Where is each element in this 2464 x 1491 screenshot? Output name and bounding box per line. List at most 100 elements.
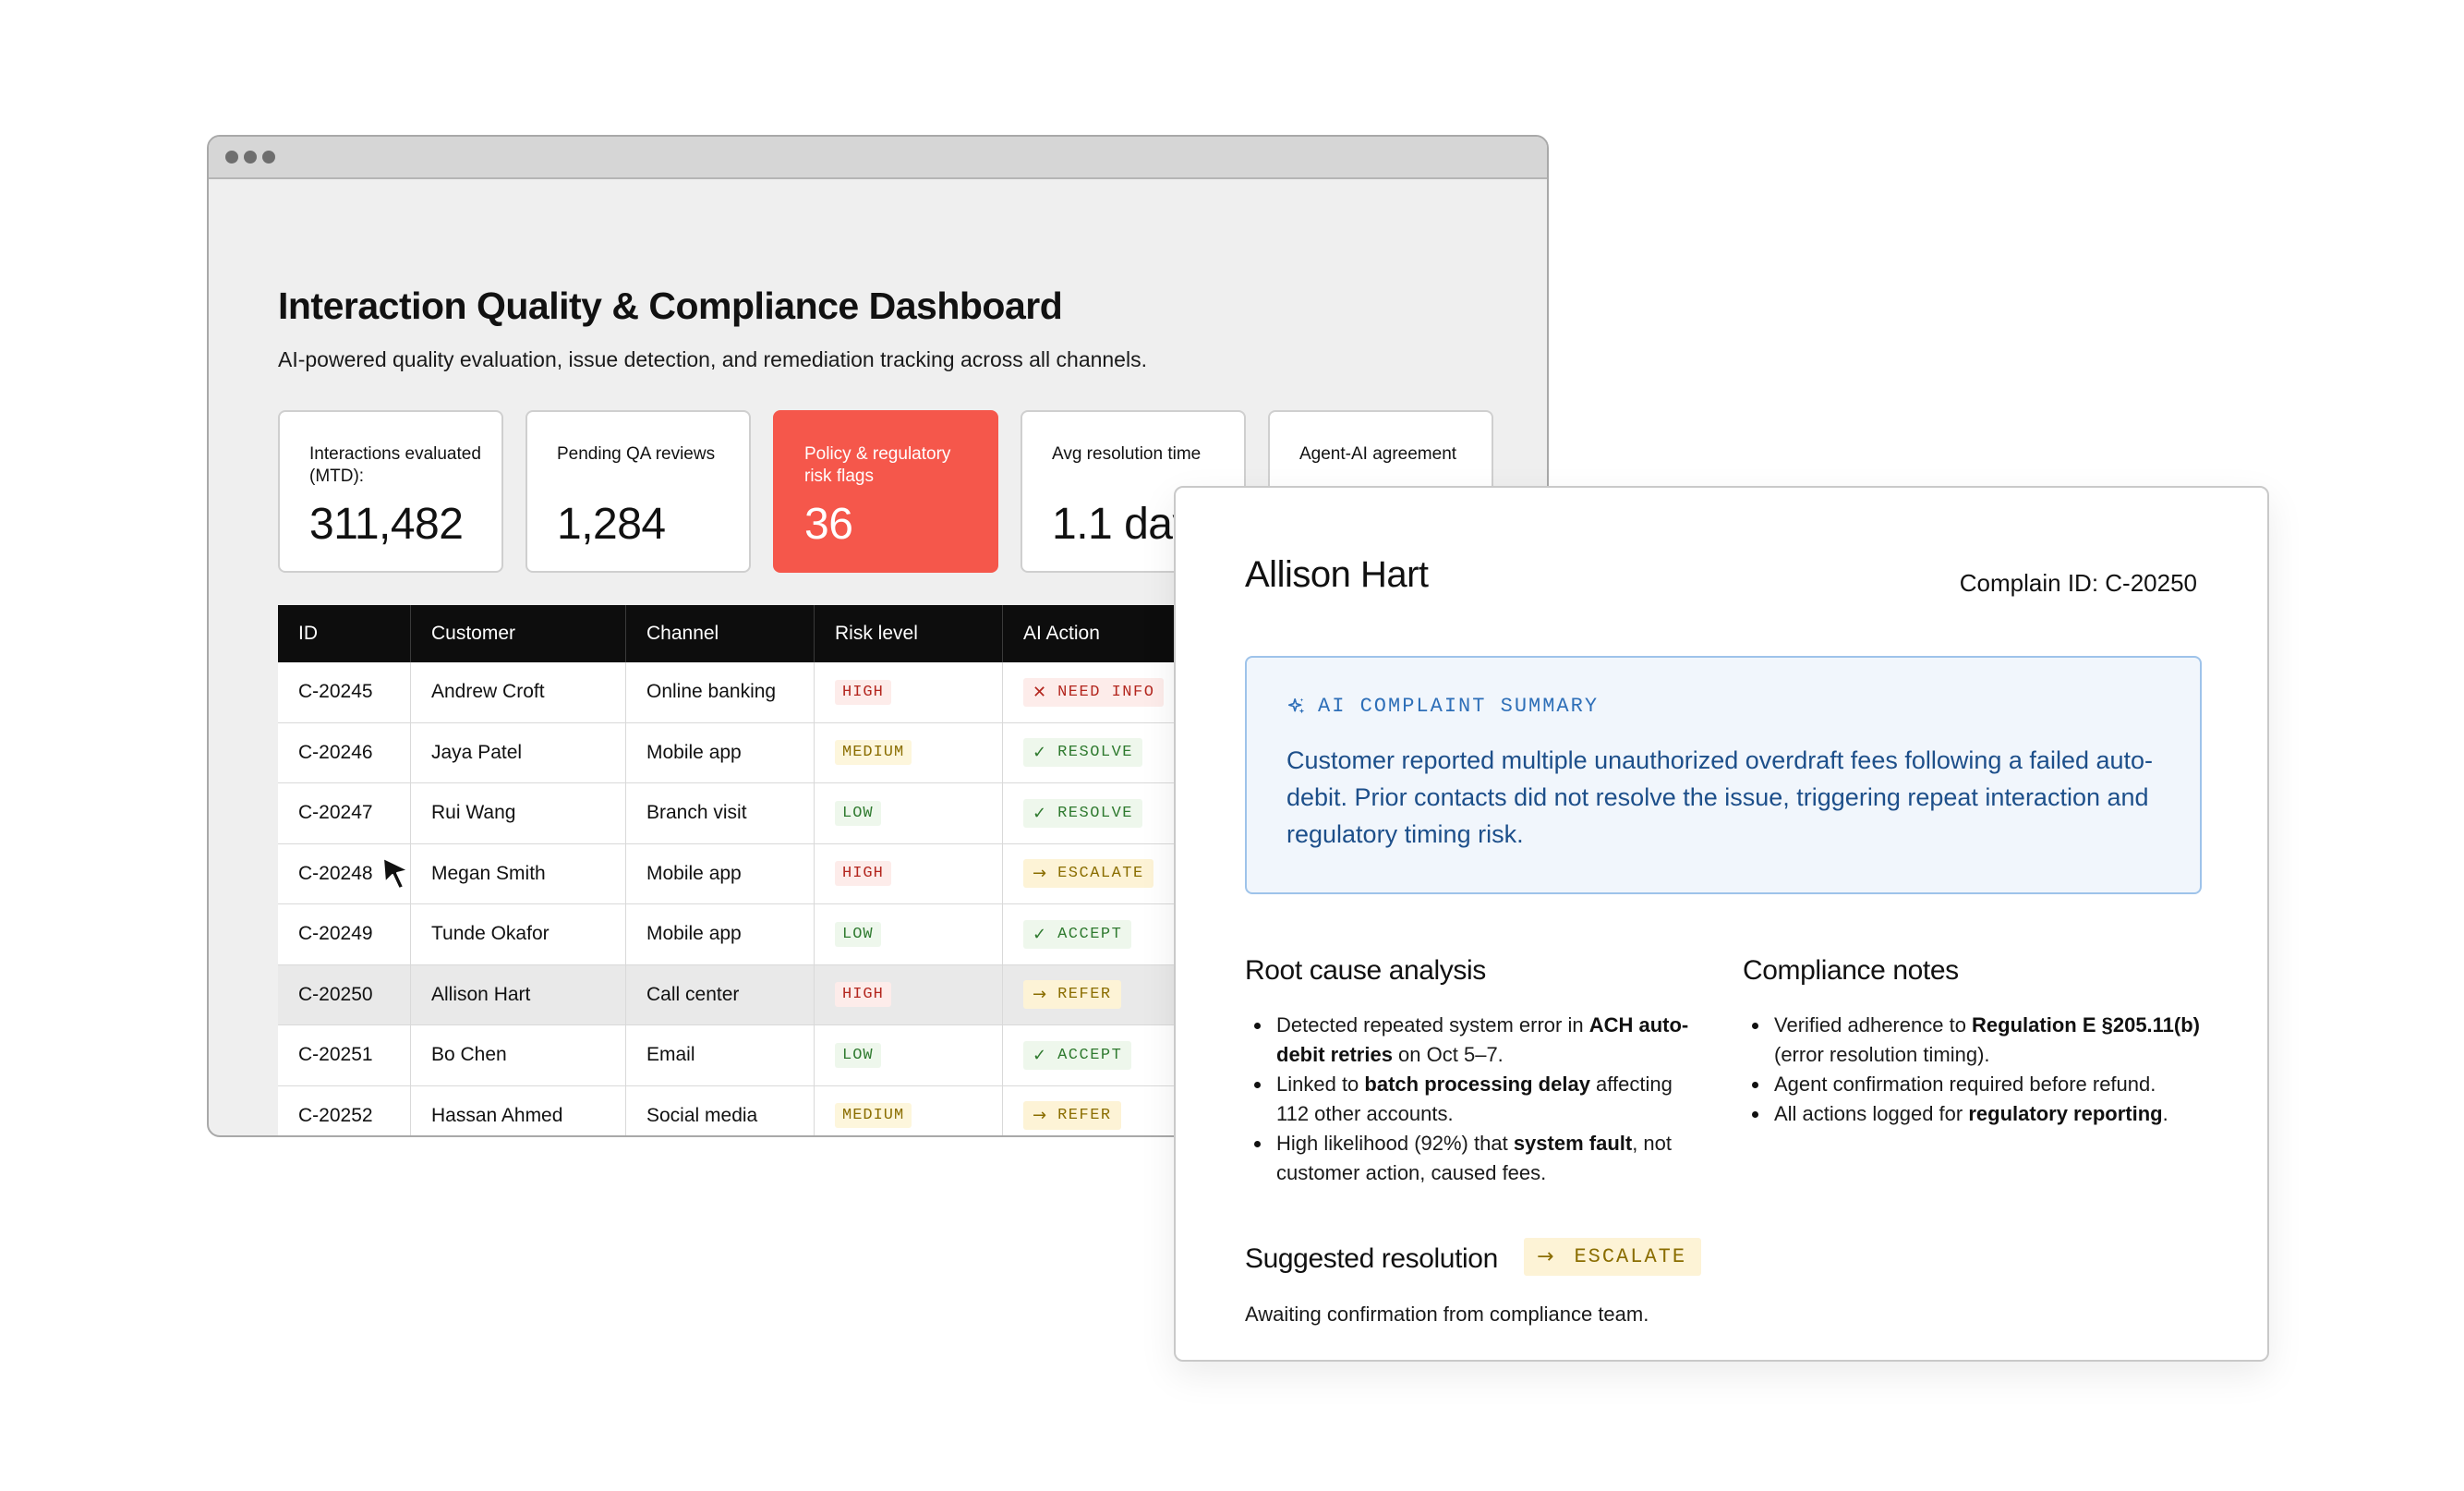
- root-cause-list: Detected repeated system error in ACH au…: [1245, 1011, 1707, 1188]
- root-cause-title: Root cause analysis: [1245, 955, 1486, 986]
- cell-id: C-20250: [278, 964, 411, 1024]
- window-titlebar: [209, 137, 1547, 179]
- check-icon: ✓: [1033, 743, 1047, 763]
- ai-action-label: REFER: [1057, 986, 1112, 1004]
- ai-action-badge[interactable]: ✓ RESOLVE: [1023, 738, 1143, 768]
- cell-id: C-20249: [278, 904, 411, 964]
- cell-channel: Mobile app: [626, 843, 815, 903]
- cell-ai-action: → ESCALATE: [1003, 844, 1280, 904]
- text: (error resolution timing).: [1774, 1043, 1990, 1066]
- ai-action-badge[interactable]: ✓ ACCEPT: [1023, 1040, 1132, 1070]
- cell-customer: Rui Wang: [411, 783, 626, 843]
- ai-summary-text: Customer reported multiple unauthorized …: [1286, 746, 2154, 848]
- list-item: All actions logged for regulatory report…: [1743, 1099, 2204, 1129]
- cell-customer: Andrew Croft: [411, 662, 626, 722]
- cell-ai-action: ✓ RESOLVE: [1003, 723, 1280, 783]
- suggested-resolution-label: ESCALATE: [1574, 1245, 1687, 1268]
- text: Agent confirmation required before refun…: [1774, 1073, 2156, 1096]
- suggested-resolution-badge[interactable]: → ESCALATE: [1524, 1238, 1702, 1276]
- cell-customer: Megan Smith: [411, 843, 626, 903]
- text: .: [2162, 1102, 2168, 1125]
- ai-action-badge[interactable]: ✓ ACCEPT: [1023, 919, 1132, 949]
- page-title: Interaction Quality & Compliance Dashboa…: [278, 285, 1063, 327]
- window-dot-icon[interactable]: [244, 151, 257, 164]
- text: Detected repeated system error in: [1276, 1013, 1589, 1036]
- x-icon: ✕: [1033, 682, 1047, 702]
- cell-id: C-20246: [278, 722, 411, 782]
- bold-text: ACH auto-debit retries: [1276, 1013, 1689, 1066]
- text: on Oct 5–7.: [1392, 1043, 1504, 1066]
- cell-risk-level: HIGH: [815, 964, 1003, 1024]
- cell-id: C-20252: [278, 1085, 411, 1135]
- ai-action-label: NEED INFO: [1057, 683, 1155, 701]
- ai-action-badge[interactable]: → ESCALATE: [1023, 859, 1153, 889]
- ai-action-label: ACCEPT: [1057, 925, 1123, 943]
- page-subtitle: AI-powered quality evaluation, issue det…: [278, 347, 1147, 371]
- kpi-label: Agent-AI agreement: [1299, 444, 1457, 464]
- cell-customer: Hassan Ahmed: [411, 1085, 626, 1135]
- cell-risk-level: HIGH: [815, 843, 1003, 903]
- cell-channel: Call center: [626, 964, 815, 1024]
- cell-ai-action: ✕ NEED INFO: [1003, 662, 1280, 722]
- cell-customer: Bo Chen: [411, 1025, 626, 1085]
- risk-badge: HIGH: [835, 982, 891, 1008]
- text: , not customer action, caused fees.: [1276, 1132, 1673, 1184]
- kpi-label: Pending QA reviews: [557, 444, 716, 464]
- check-icon: ✓: [1033, 924, 1047, 944]
- arrow-right-icon: →: [1537, 1245, 1554, 1268]
- cell-risk-level: HIGH: [815, 662, 1003, 722]
- cell-channel: Branch visit: [626, 783, 815, 843]
- cell-channel: Mobile app: [626, 722, 815, 782]
- kpi-card[interactable]: Pending QA reviews 1,284: [525, 410, 751, 573]
- kpi-card[interactable]: Interactions evaluated (MTD): 311,482: [278, 410, 503, 573]
- cell-channel: Email: [626, 1025, 815, 1085]
- column-header-risk-level[interactable]: Risk level: [815, 605, 1003, 662]
- cell-risk-level: MEDIUM: [815, 1085, 1003, 1135]
- cell-id: C-20245: [278, 662, 411, 722]
- text: Verified adherence to: [1774, 1013, 1973, 1036]
- ai-action-badge[interactable]: ✓ RESOLVE: [1023, 798, 1143, 828]
- ai-action-label: ESCALATE: [1057, 865, 1144, 883]
- cell-risk-level: LOW: [815, 783, 1003, 843]
- bold-text: regulatory reporting: [1968, 1102, 2163, 1125]
- list-item: Linked to batch processing delay affecti…: [1245, 1070, 1707, 1129]
- bold-text: system fault: [1513, 1132, 1633, 1155]
- cell-ai-action: → REFER: [1003, 965, 1280, 1025]
- cell-channel: Social media: [626, 1085, 815, 1135]
- kpi-value: 1,284: [557, 500, 666, 549]
- mouse-pointer-icon: [382, 857, 409, 890]
- suggested-resolution-title: Suggested resolution: [1245, 1243, 1498, 1274]
- list-item: Verified adherence to Regulation E §205.…: [1743, 1011, 2204, 1070]
- cell-ai-action: ✓ ACCEPT: [1003, 904, 1280, 964]
- cell-customer: Jaya Patel: [411, 722, 626, 782]
- complaint-id: Complain ID: C-20250: [1959, 569, 2197, 597]
- column-header-customer[interactable]: Customer: [411, 605, 626, 662]
- cell-id: C-20247: [278, 783, 411, 843]
- ai-summary-box: AI COMPLAINT SUMMARY Customer reported m…: [1245, 656, 2202, 894]
- window-dot-icon[interactable]: [225, 151, 238, 164]
- bold-text: Regulation E §205.11(b): [1972, 1013, 2201, 1036]
- kpi-label: Interactions evaluated (MTD):: [309, 444, 481, 486]
- ai-summary-heading: AI COMPLAINT SUMMARY: [1286, 695, 2161, 718]
- list-item: High likelihood (92%) that system fault,…: [1245, 1129, 1707, 1188]
- risk-badge: LOW: [835, 921, 881, 947]
- kpi-card[interactable]: Policy & regulatory risk flags 36: [773, 410, 998, 573]
- cell-ai-action: → REFER: [1003, 1086, 1280, 1136]
- bold-text: batch processing delay: [1364, 1073, 1590, 1096]
- column-header-channel[interactable]: Channel: [626, 605, 815, 662]
- risk-badge: LOW: [835, 1042, 881, 1068]
- text: All actions logged for: [1774, 1102, 1969, 1125]
- window-dot-icon[interactable]: [262, 151, 275, 164]
- text: Linked to: [1276, 1073, 1365, 1096]
- cell-customer: Tunde Okafor: [411, 904, 626, 964]
- ai-action-badge[interactable]: → REFER: [1023, 1101, 1121, 1131]
- ai-action-badge[interactable]: ✕ NEED INFO: [1023, 677, 1165, 707]
- kpi-label: Policy & regulatory risk flags: [804, 444, 951, 486]
- arrow-right-icon: →: [1033, 864, 1047, 884]
- arrow-right-icon: →: [1033, 1106, 1047, 1126]
- column-header-id[interactable]: ID: [278, 605, 411, 662]
- cell-ai-action: ✓ ACCEPT: [1003, 1025, 1280, 1085]
- risk-badge: HIGH: [835, 679, 891, 705]
- ai-action-badge[interactable]: → REFER: [1023, 980, 1121, 1010]
